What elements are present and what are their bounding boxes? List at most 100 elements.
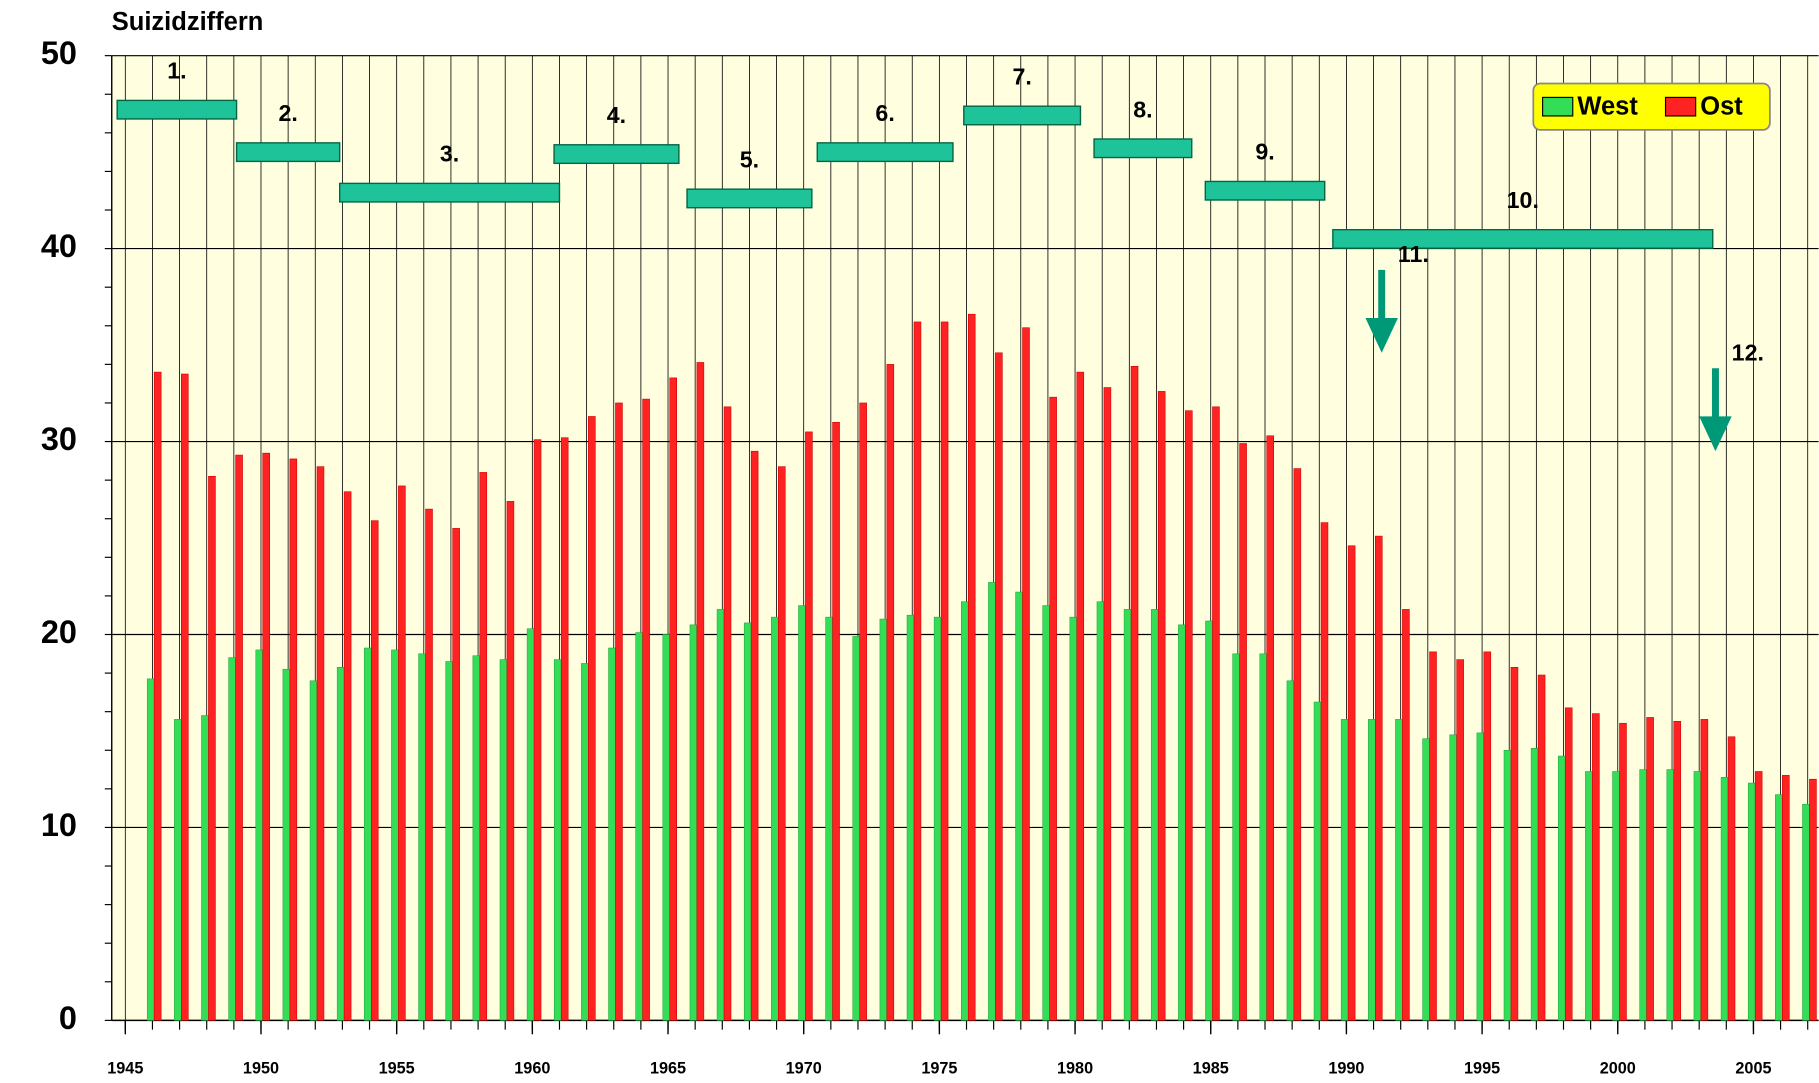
bar — [1320, 522, 1329, 1021]
bar — [1123, 609, 1132, 1021]
bar — [1510, 667, 1519, 1021]
period-label: 1. — [167, 58, 186, 84]
bar — [1096, 601, 1105, 1021]
bar — [859, 402, 867, 1021]
period-label: 6. — [875, 100, 894, 126]
y-tick-label: 20 — [41, 614, 77, 650]
x-tick-label: 1975 — [921, 1059, 957, 1077]
arrow-head — [1365, 318, 1398, 353]
bar — [1374, 535, 1383, 1021]
bar — [1150, 609, 1159, 1021]
bar — [1368, 719, 1376, 1021]
bar — [689, 624, 698, 1021]
x-tick-label: 1990 — [1328, 1059, 1364, 1077]
legend-label: Ost — [1700, 93, 1743, 121]
bar — [615, 402, 623, 1021]
bar — [635, 632, 643, 1021]
bar — [662, 634, 671, 1021]
legend: West Ost — [1532, 82, 1771, 131]
bar — [1185, 410, 1193, 1021]
bar — [553, 659, 562, 1021]
bar — [336, 667, 345, 1021]
bar — [1015, 591, 1023, 1021]
period-bar — [1332, 228, 1714, 249]
x-tick-label: 2000 — [1600, 1059, 1636, 1077]
period-bar — [686, 188, 813, 209]
bar — [282, 668, 291, 1021]
legend-label: West — [1577, 93, 1638, 121]
bar — [1022, 327, 1030, 1021]
bar — [228, 657, 236, 1021]
arrow-label: 12. — [1732, 339, 1764, 365]
arrow-label: 11. — [1398, 241, 1429, 267]
bar — [1537, 674, 1546, 1021]
bar — [506, 501, 515, 1021]
x-tick-label: 1955 — [379, 1059, 415, 1077]
bar — [750, 450, 759, 1021]
bar — [1049, 396, 1057, 1021]
bar — [1069, 616, 1078, 1021]
bar — [1727, 736, 1736, 1021]
legend-swatch — [1664, 96, 1697, 117]
period-bar — [338, 182, 561, 203]
bar — [825, 616, 833, 1021]
x-tick-label: 1960 — [514, 1059, 550, 1077]
bar — [879, 618, 888, 1021]
period-label: 2. — [278, 100, 297, 126]
bar — [798, 605, 806, 1021]
legend-box — [1532, 82, 1771, 131]
bar — [479, 472, 488, 1021]
chart-title: Suizidziffern — [112, 8, 264, 36]
bar — [961, 601, 969, 1021]
bar — [696, 362, 705, 1021]
bar — [967, 313, 976, 1021]
bar — [201, 715, 209, 1021]
period-bar — [963, 105, 1082, 126]
bar — [1347, 545, 1356, 1021]
bar — [1639, 769, 1647, 1021]
bar — [1429, 651, 1437, 1021]
bar — [1205, 620, 1213, 1021]
bar — [608, 647, 616, 1021]
bar — [1402, 609, 1410, 1021]
arrow-head — [1699, 416, 1732, 452]
period-label: 10. — [1507, 187, 1539, 213]
bar — [235, 454, 243, 1021]
bar — [526, 628, 535, 1021]
bar — [1720, 776, 1729, 1021]
bar — [1340, 719, 1349, 1021]
period-bar — [1204, 180, 1326, 201]
x-tick-label: 1950 — [243, 1059, 279, 1077]
bar — [1286, 680, 1295, 1021]
y-tick-label: 10 — [41, 807, 77, 843]
bar — [1293, 468, 1302, 1021]
y-tick-label: 40 — [41, 228, 77, 264]
bar — [262, 452, 270, 1021]
bar — [778, 466, 786, 1021]
bar — [1456, 659, 1464, 1021]
period-bar — [235, 142, 341, 163]
period-bar — [116, 99, 238, 120]
bar — [499, 659, 508, 1021]
bar — [1259, 653, 1268, 1021]
bar — [1178, 624, 1186, 1021]
bar — [364, 647, 372, 1021]
period-bar — [1093, 138, 1193, 159]
bar — [1646, 717, 1654, 1021]
bar — [642, 398, 650, 1021]
bar — [1239, 443, 1247, 1021]
bar — [988, 582, 996, 1021]
bar — [1585, 771, 1593, 1021]
bar — [208, 475, 216, 1021]
bar — [1754, 771, 1763, 1021]
bar — [153, 371, 162, 1021]
bar — [805, 431, 813, 1021]
bar — [1422, 738, 1430, 1021]
bar — [1266, 435, 1274, 1021]
bar — [1503, 749, 1512, 1021]
y-tick-label: 0 — [59, 1000, 77, 1036]
bar — [995, 352, 1003, 1021]
x-tick-label: 1945 — [107, 1059, 143, 1077]
x-tick-label: 1970 — [786, 1059, 822, 1077]
period-label: 4. — [607, 102, 626, 128]
